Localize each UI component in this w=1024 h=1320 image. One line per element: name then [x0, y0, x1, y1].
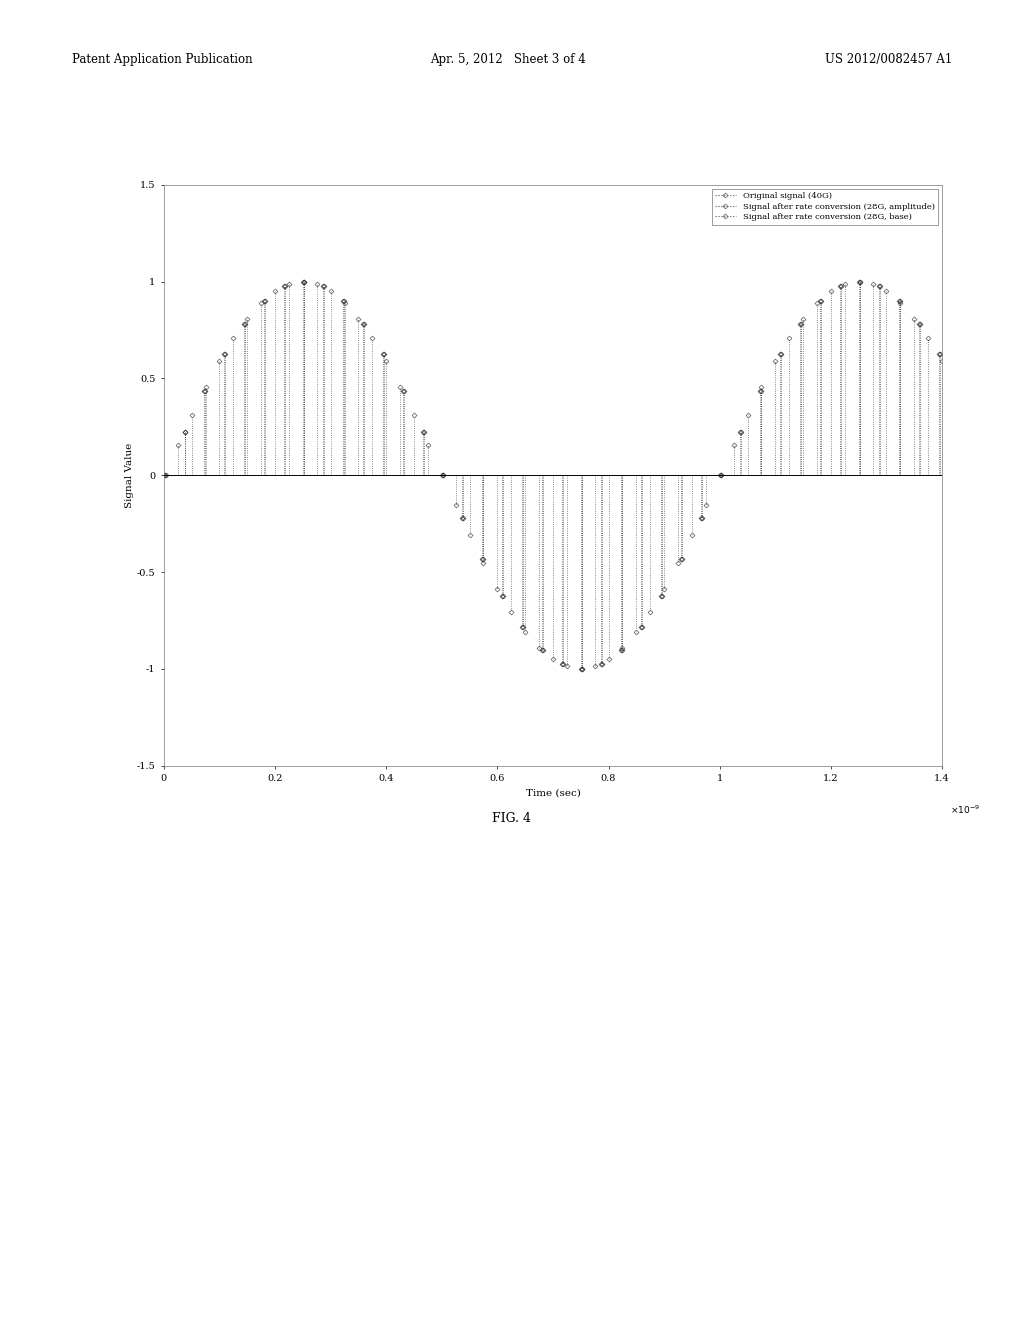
Y-axis label: Signal Value: Signal Value: [125, 442, 134, 508]
Text: $\times 10^{-9}$: $\times 10^{-9}$: [950, 804, 980, 816]
Text: Apr. 5, 2012   Sheet 3 of 4: Apr. 5, 2012 Sheet 3 of 4: [430, 53, 586, 66]
X-axis label: Time (sec): Time (sec): [525, 788, 581, 797]
Text: Patent Application Publication: Patent Application Publication: [72, 53, 252, 66]
Text: US 2012/0082457 A1: US 2012/0082457 A1: [825, 53, 952, 66]
Text: FIG. 4: FIG. 4: [493, 812, 531, 825]
Legend: Original signal (40G), Signal after rate conversion (28G, amplitude), Signal aft: Original signal (40G), Signal after rate…: [712, 189, 938, 224]
